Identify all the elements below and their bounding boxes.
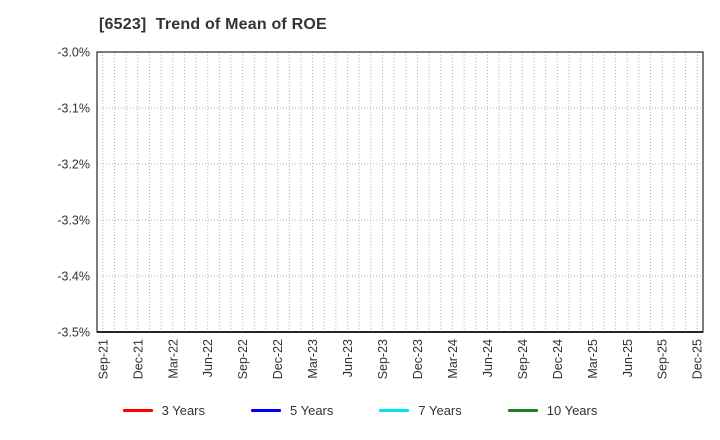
x-tick-label: Dec-22 [271,339,285,379]
legend-label: 3 Years [161,403,205,418]
legend-label: 7 Years [418,403,462,418]
x-tick-label: Mar-25 [586,339,600,379]
legend-label: 10 Years [546,403,598,418]
x-tick-label: Dec-25 [691,339,705,379]
y-tick-label: -3.1% [57,102,90,116]
x-tick-label: Jun-24 [481,339,495,377]
y-tick-label: -3.5% [57,326,90,340]
gridlines [97,52,703,332]
x-tick-label: Jun-22 [201,339,215,377]
y-tick-label: -3.0% [57,46,90,60]
x-tick-label: Dec-21 [131,339,145,379]
x-tick-label: Jun-25 [621,339,635,377]
legend-line-swatch [379,409,410,412]
x-tick-label: Mar-23 [306,339,320,379]
x-tick-label: Sep-21 [96,339,110,379]
x-tick-label: Jun-23 [341,339,355,377]
legend-line-swatch [507,409,538,412]
legend-item-5-years: 5 Years [251,403,333,418]
x-tick-label: Dec-24 [551,339,565,379]
legend-item-3-years: 3 Years [122,403,205,418]
x-tick-label: Mar-22 [166,339,180,379]
plot-border [96,51,704,333]
legend-line-swatch [122,409,153,412]
x-tick-label: Mar-24 [446,339,460,379]
y-tick-label: -3.3% [57,214,90,228]
x-axis-tick-labels: Sep-21 Dec-21 Mar-22 Jun-22 Sep-22 Dec-22 Mar-… [96,339,704,379]
plot-canvas: -3.0% -3.1% -3.2% -3.3% -3.4% -3.5% Sep-21 Dec-… [57,46,704,380]
y-tick-label: -3.2% [57,158,90,172]
x-tick-label: Sep-23 [376,339,390,379]
legend: 3 Years 5 Years 7 Years 10 Years [0,403,720,418]
x-tick-label: Dec-23 [411,339,425,379]
chart-title: [6523] Trend of Mean of ROE [99,16,327,33]
x-tick-label: Sep-25 [656,339,670,379]
legend-item-7-years: 7 Years [379,403,462,418]
y-axis-tick-labels: -3.0% -3.1% -3.2% -3.3% -3.4% -3.5% [57,46,90,340]
legend-line-swatch [251,409,281,412]
y-tick-label: -3.4% [57,270,90,284]
x-tick-label: Sep-22 [236,339,250,379]
legend-label: 5 Years [290,403,334,418]
x-tick-label: Sep-24 [516,339,530,379]
legend-item-10-years: 10 Years [507,403,598,418]
